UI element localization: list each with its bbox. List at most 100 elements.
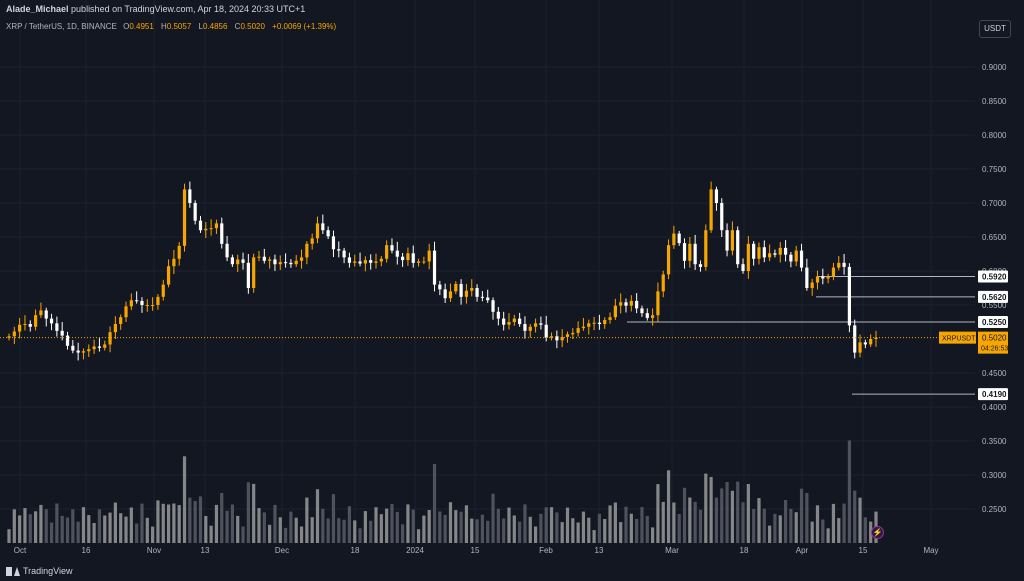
- candle-body: [773, 253, 777, 255]
- high-label: H: [161, 22, 167, 31]
- candle-body: [23, 324, 27, 326]
- candle-body: [369, 260, 373, 263]
- x-tick-label: 13: [595, 546, 604, 555]
- price-labels: 0.5920 0.5620 0.5250 0.4190 XRPUSDT 0.5020 04:…: [939, 270, 1008, 401]
- currency-button[interactable]: USDT: [979, 20, 1011, 38]
- x-tick-label: 2024: [406, 546, 424, 555]
- candle-body: [666, 245, 671, 275]
- candle-body: [486, 297, 490, 301]
- volume-bar: [613, 502, 617, 543]
- volume-bar: [225, 510, 229, 543]
- volume-bar: [406, 504, 410, 543]
- candle-body: [608, 317, 612, 320]
- level-label: 0.4190: [982, 390, 1007, 399]
- volume-bar: [331, 494, 336, 543]
- volume-bar: [794, 512, 798, 543]
- volume-bar: [39, 504, 43, 543]
- candle-body: [257, 256, 261, 258]
- volume-bar: [23, 508, 27, 543]
- y-tick-label: 0.4500: [982, 369, 1007, 378]
- candle-body: [363, 260, 367, 264]
- candle-body: [656, 291, 660, 316]
- volume-bar: [278, 517, 282, 543]
- volume-bar: [454, 510, 458, 543]
- volume-bar: [119, 513, 123, 543]
- candle-body: [454, 283, 458, 292]
- candle-body: [97, 346, 102, 348]
- candle-body: [831, 267, 836, 277]
- volume-bars: [7, 440, 878, 543]
- x-tick-label: May: [923, 546, 938, 555]
- candle-body: [661, 274, 665, 292]
- candle-body: [294, 260, 298, 265]
- candle-body: [214, 223, 219, 229]
- candle-body: [28, 324, 32, 327]
- volume-bar: [597, 513, 602, 543]
- candle-body: [709, 189, 713, 231]
- volume-bar: [640, 507, 644, 543]
- tradingview-logo-icon: [6, 566, 20, 576]
- volume-bar: [741, 502, 745, 543]
- candle-countdown: 04:26:53: [981, 346, 1008, 353]
- author-name[interactable]: Alade_Michael: [6, 4, 69, 14]
- candle-body: [108, 332, 112, 345]
- level-label: 0.5920: [982, 272, 1007, 281]
- lightning-icon[interactable]: ⚡: [871, 526, 884, 539]
- volume-bar: [209, 525, 213, 543]
- candle-body: [502, 318, 506, 325]
- volume-bar: [815, 505, 820, 543]
- candle-body: [741, 264, 745, 271]
- candle-body: [374, 261, 378, 263]
- x-tick-label: Dec: [275, 546, 289, 555]
- x-tick-label: Nov: [147, 546, 161, 555]
- volume-bar: [326, 518, 330, 543]
- volume-bar: [842, 503, 846, 543]
- tradingview-logo[interactable]: TradingView: [6, 566, 73, 576]
- level-badge: [978, 316, 1008, 328]
- candle-body: [810, 282, 814, 288]
- symbol-price-badge: [939, 331, 976, 344]
- high-value: 0.5057: [166, 22, 192, 31]
- candle-body: [347, 257, 352, 263]
- volume-bar: [448, 502, 453, 543]
- volume-bar: [299, 526, 304, 543]
- candle-body: [730, 230, 734, 251]
- volume-bar: [560, 522, 564, 543]
- volume-bar: [198, 496, 203, 543]
- candle-body: [757, 247, 761, 259]
- x-tick-label: Feb: [539, 546, 553, 555]
- low-value: 0.4856: [202, 22, 228, 31]
- current-symbol-label: XRPUSDT: [942, 336, 976, 343]
- candle-body: [555, 336, 559, 341]
- y-tick-label: 0.8000: [982, 131, 1007, 140]
- candle-body: [794, 250, 798, 262]
- volume-bar: [831, 503, 836, 543]
- candle-body: [544, 324, 548, 338]
- y-tick-label: 0.8500: [982, 97, 1007, 106]
- candle-body: [427, 250, 431, 262]
- volume-bar: [512, 515, 516, 543]
- symbol-label[interactable]: XRP / TetherUS, 1D, BINANCE: [6, 22, 117, 31]
- volume-bar: [486, 520, 490, 543]
- candle-body: [283, 262, 288, 264]
- candle-body: [193, 203, 197, 221]
- candle-body: [714, 189, 719, 203]
- time-axis[interactable]: Oct 16 Nov 13 Dec 18 2024 15 Feb 13 Mar 18 Apr 15 May: [0, 543, 975, 563]
- volume-bar: [704, 473, 708, 543]
- candle-body: [512, 318, 516, 322]
- y-tick-label: 0.3500: [982, 437, 1007, 446]
- candle-body: [720, 203, 724, 231]
- candle-body: [7, 336, 11, 338]
- candle-body: [799, 250, 804, 268]
- x-tick-label: 18: [351, 546, 360, 555]
- y-tick-label: 0.7000: [982, 199, 1007, 208]
- candle-body: [60, 330, 64, 336]
- candle-body: [406, 253, 410, 261]
- candle-body: [576, 328, 580, 333]
- candle-body: [145, 305, 149, 306]
- volume-bar: [44, 509, 48, 543]
- candle-body: [326, 230, 330, 237]
- volume-bar: [608, 505, 612, 543]
- volume-bar: [342, 519, 346, 543]
